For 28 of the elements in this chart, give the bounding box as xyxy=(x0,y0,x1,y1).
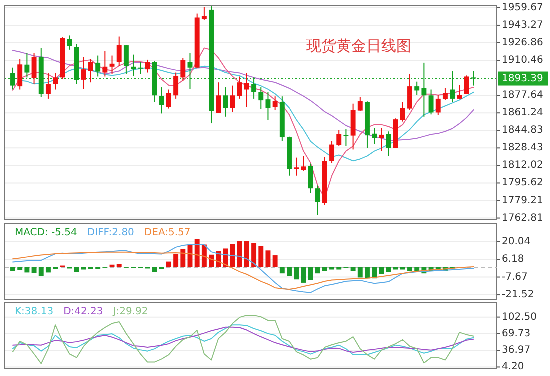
series-label: DIFF:2.80 xyxy=(87,228,134,238)
series-label: DEA:5.57 xyxy=(144,228,191,238)
y-tick-label: 1844.83 xyxy=(502,125,544,136)
y-tick-label: 1795.62 xyxy=(502,178,544,189)
y-tick-label: 6.18 xyxy=(502,254,524,266)
y-tick-label: 69.73 xyxy=(502,328,531,340)
y-tick-label: 1812.02 xyxy=(502,160,544,172)
y-tick-label: 1877.64 xyxy=(502,90,544,102)
y-tick-label: 1910.46 xyxy=(502,55,544,66)
series-label: K:38.13 xyxy=(15,306,54,318)
ref-line-label: 1893.39 xyxy=(502,73,544,84)
y-tick-label: 20.04 xyxy=(502,236,531,248)
y-tick-label: 1828.43 xyxy=(502,142,544,154)
series-label: D:42.23 xyxy=(64,306,104,318)
y-tick-label: 1959.67 xyxy=(502,2,544,14)
y-tick-label: 36.97 xyxy=(502,345,531,356)
text: MACD: -5.54 xyxy=(15,228,78,238)
y-tick-label: 1943.27 xyxy=(502,20,544,31)
y-tick-label: 1779.21 xyxy=(502,195,544,206)
y-tick-label: 4.20 xyxy=(502,362,524,373)
y-tick-label: -7.67 xyxy=(502,272,528,283)
y-tick-label: 1861.24 xyxy=(502,108,544,119)
series-label: J:29.92 xyxy=(112,306,148,318)
y-tick-label: -21.52 xyxy=(502,290,534,301)
y-tick-label: 1926.86 xyxy=(502,38,544,49)
text: 现货黄金日线图 xyxy=(306,37,412,55)
y-tick-label: 1762.81 xyxy=(502,212,544,224)
y-tick-label: 102.50 xyxy=(502,312,537,323)
